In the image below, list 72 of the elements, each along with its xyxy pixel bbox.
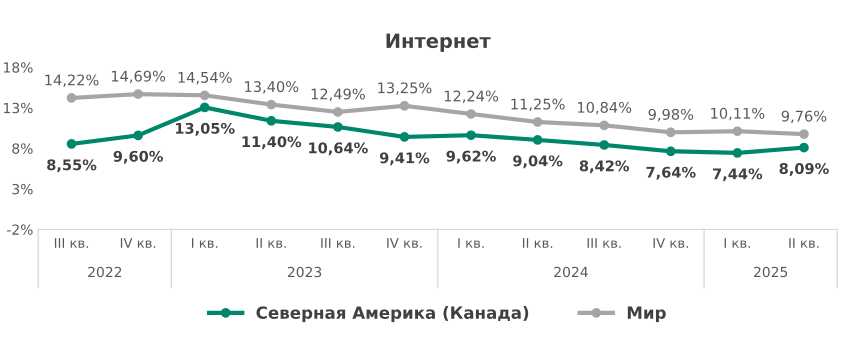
x-tick-label: IV кв. [654,238,688,248]
data-label: 14,22% [45,74,99,87]
legend-label: Северная Америка (Канада) [256,306,528,322]
point [200,102,210,112]
x-tick-label: III кв. [588,238,621,248]
data-label: 14,54% [178,72,232,84]
y-tick-label: -2% [7,224,33,235]
data-label: 9,76% [782,110,826,124]
point [200,90,210,100]
y-tick-label: 8% [12,143,33,154]
data-label: 9,98% [648,108,694,122]
point [532,135,542,145]
data-label: 9,04% [513,155,562,168]
data-label: 9,41% [380,152,430,166]
y-tick-label: 3% [12,184,33,194]
x-tick-label: II кв. [256,238,286,248]
point [400,132,410,142]
data-label: 8,55% [47,159,96,172]
data-label: 7,44% [713,168,762,182]
data-label: 10,84% [578,102,632,114]
point [466,109,476,119]
data-label: 7,64% [646,166,696,180]
text: 2024 [554,266,588,278]
x-tick-label: I кв. [724,238,750,248]
data-label: 13,40% [245,81,298,94]
data-label: 10,64% [309,142,368,156]
y-tick-label: 13% [4,102,33,114]
data-label: 13,25% [378,82,432,95]
text: 2023 [288,266,322,278]
point [799,129,809,139]
x-tick-label: IV кв. [387,238,422,248]
text: 2025 [754,266,788,278]
point [666,127,676,138]
y-tick-label: 18% [4,62,33,73]
x-tick-label: II кв. [789,238,818,248]
x-tick-label: I кв. [458,238,484,248]
x-tick-label: IV кв. [120,238,156,248]
point [66,139,76,149]
data-label: 8,09% [780,163,829,176]
point [799,142,809,152]
point [133,89,143,99]
chart-title: Интернет [386,34,491,52]
point [266,116,276,126]
data-label: 9,62% [446,150,496,164]
point [532,117,542,127]
point [732,148,742,158]
x-tick-label: III кв. [54,238,88,248]
point [466,130,476,140]
point [732,126,742,136]
point [66,93,76,103]
data-label: 10,11% [711,108,764,120]
legend-label: Мир [628,306,666,322]
point [133,130,143,140]
point [266,100,276,110]
x-tick-label: III кв. [321,238,354,248]
data-label: 11,25% [511,98,565,112]
point [599,120,610,130]
text: 2022 [88,266,122,278]
data-label: 9,60% [114,150,163,164]
point [666,146,676,156]
x-tick-label: I кв. [192,238,218,248]
point [400,100,410,111]
data-label: 14,69% [112,70,166,84]
data-label: 12,49% [312,88,365,101]
point [333,122,343,132]
data-label: 13,05% [176,122,235,136]
data-label: 8,42% [580,160,630,174]
data-label: 11,40% [242,136,302,150]
x-tick-label: II кв. [522,238,552,248]
point [599,140,610,150]
data-label: 12,24% [444,90,498,104]
point [333,107,343,117]
